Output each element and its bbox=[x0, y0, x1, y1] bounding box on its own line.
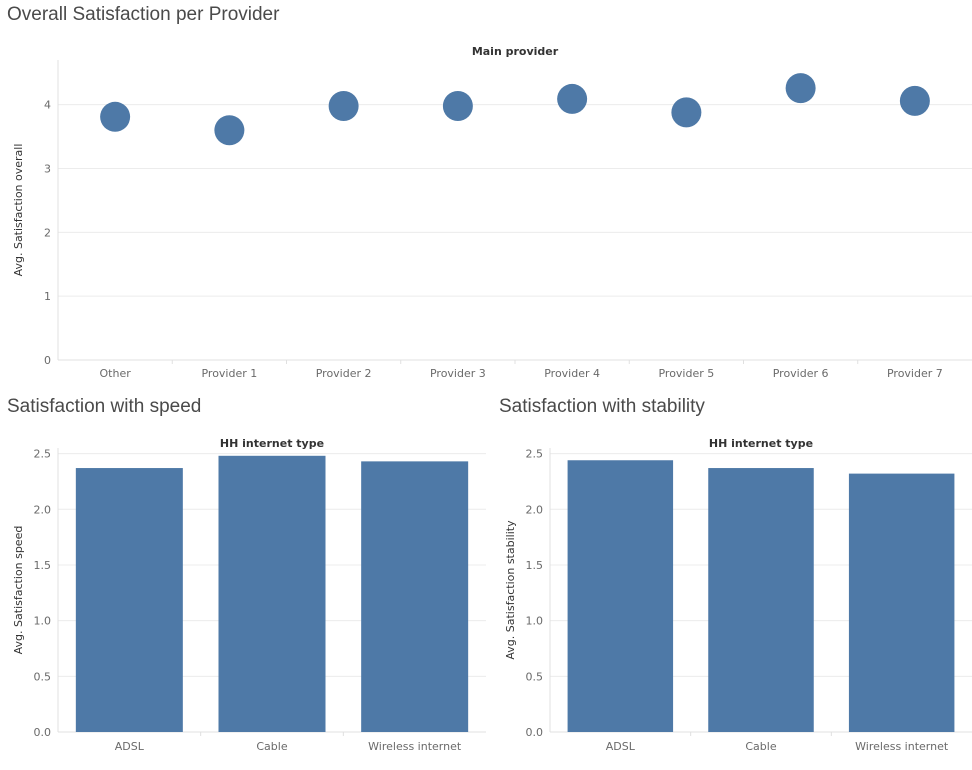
chart-panel-overall: Overall Satisfaction per Provider Main p… bbox=[7, 4, 972, 380]
x-tick-label: Wireless internet bbox=[368, 740, 462, 753]
x-tick-label: Provider 1 bbox=[201, 367, 257, 380]
y-axis-label: Avg. Satisfaction speed bbox=[12, 526, 25, 655]
point-provider-7 bbox=[899, 85, 930, 116]
point-provider-4 bbox=[557, 83, 588, 114]
chart-title-stability: Satisfaction with stability bbox=[499, 396, 705, 417]
chart-satisfaction-stability: HH internet type Avg. Satisfaction stabil… bbox=[504, 437, 972, 753]
point-provider-5 bbox=[671, 97, 702, 128]
chart-overall-satisfaction: Main provider Avg. Satisfaction overall 0 1… bbox=[12, 45, 972, 380]
bar-adsl bbox=[75, 468, 183, 732]
point-provider-1 bbox=[214, 115, 245, 146]
y-tick-label: 1 bbox=[44, 290, 51, 303]
y-tick-label: 0.5 bbox=[34, 670, 52, 683]
point-provider-2 bbox=[328, 90, 359, 121]
y-tick-label: 2.0 bbox=[34, 503, 52, 516]
x-tick-label: Provider 5 bbox=[658, 367, 714, 380]
y-tick-label: 1.5 bbox=[526, 559, 544, 572]
y-tick-label: 0.5 bbox=[526, 670, 544, 683]
y-tick-label: 0.0 bbox=[526, 726, 544, 739]
bar-cable bbox=[708, 468, 814, 732]
x-tick-label: Other bbox=[100, 367, 132, 380]
bar-cable bbox=[218, 455, 326, 732]
y-tick-label: 1.5 bbox=[34, 559, 52, 572]
chart-panel-stability: Satisfaction with stability HH internet … bbox=[492, 390, 972, 770]
y-tick-label: 0.0 bbox=[34, 726, 52, 739]
bar-adsl bbox=[567, 460, 674, 732]
bar-wireless-internet bbox=[848, 473, 955, 732]
bar-wireless-internet bbox=[361, 461, 469, 732]
y-axis-label: Avg. Satisfaction stability bbox=[504, 520, 517, 660]
y-tick-label: 0 bbox=[44, 354, 51, 367]
chart-title-speed: Satisfaction with speed bbox=[7, 396, 202, 417]
y-tick-label: 3 bbox=[44, 163, 51, 176]
x-tick-label: Cable bbox=[256, 740, 287, 753]
y-tick-label: 2.5 bbox=[526, 448, 544, 461]
y-tick-label: 1.0 bbox=[526, 615, 544, 628]
chart-panel-speed: Satisfaction with speed HH internet type… bbox=[0, 390, 486, 770]
y-tick-label: 2.0 bbox=[526, 503, 544, 516]
y-tick-label: 2 bbox=[44, 226, 51, 239]
column-header: Main provider bbox=[472, 45, 559, 58]
chart-title-overall: Overall Satisfaction per Provider bbox=[7, 4, 280, 25]
point-other bbox=[100, 101, 131, 132]
x-tick-label: Provider 6 bbox=[773, 367, 829, 380]
y-tick-label: 2.5 bbox=[34, 448, 52, 461]
point-provider-3 bbox=[442, 90, 473, 121]
x-tick-label: Wireless internet bbox=[855, 740, 949, 753]
x-tick-label: Provider 3 bbox=[430, 367, 486, 380]
y-tick-label: 4 bbox=[44, 99, 51, 112]
column-header: HH internet type bbox=[220, 437, 324, 450]
column-header: HH internet type bbox=[709, 437, 813, 450]
chart-satisfaction-speed: HH internet type Avg. Satisfaction speed 0… bbox=[12, 437, 486, 753]
y-axis-label: Avg. Satisfaction overall bbox=[12, 144, 25, 277]
point-provider-6 bbox=[785, 73, 816, 104]
x-tick-label: Cable bbox=[745, 740, 776, 753]
x-tick-label: Provider 2 bbox=[316, 367, 372, 380]
y-tick-label: 1.0 bbox=[34, 615, 52, 628]
x-tick-label: Provider 4 bbox=[544, 367, 600, 380]
x-tick-label: ADSL bbox=[115, 740, 145, 753]
x-tick-label: Provider 7 bbox=[887, 367, 943, 380]
x-tick-label: ADSL bbox=[606, 740, 636, 753]
